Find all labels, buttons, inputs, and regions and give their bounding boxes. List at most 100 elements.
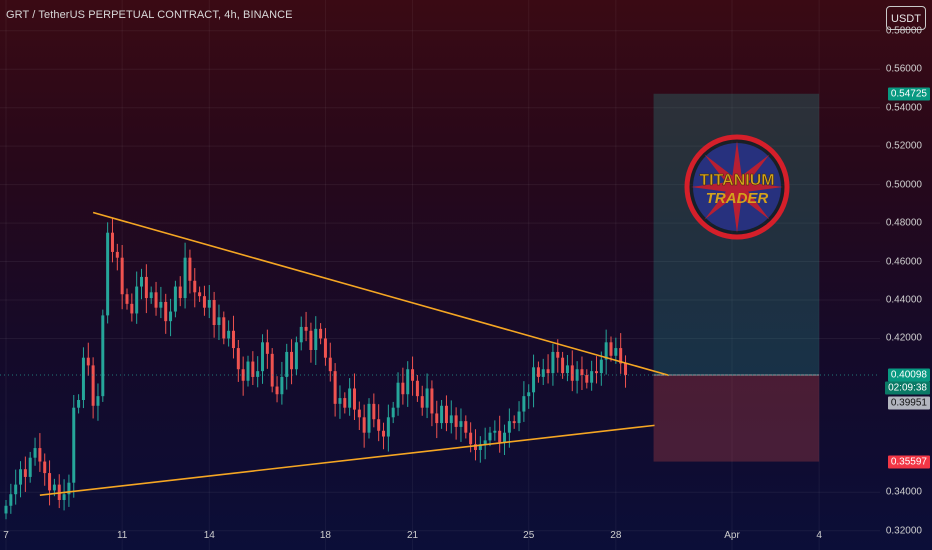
candle-body: [483, 440, 487, 445]
candle-body: [130, 303, 134, 314]
candle-body: [512, 421, 516, 424]
logo-text-trader: TRADER: [706, 190, 769, 207]
candle-body: [541, 369, 545, 377]
candle-body: [377, 419, 381, 431]
candle-body: [120, 257, 124, 295]
candle-body: [309, 330, 313, 350]
logo-text-titanium: TITANIUM: [699, 172, 774, 189]
candle-body: [33, 448, 37, 458]
price-axis-label: 0.34000: [885, 486, 922, 498]
candle-body: [609, 342, 613, 356]
candle-body: [551, 351, 555, 374]
candle-body: [352, 388, 356, 410]
candle-body: [304, 326, 308, 331]
candle-body: [415, 380, 419, 397]
price-axis-label: 0.44000: [885, 294, 922, 306]
candle-body: [498, 430, 502, 443]
candle-body: [561, 357, 565, 374]
candle-body: [382, 430, 386, 437]
candle-body: [77, 400, 81, 408]
candle-body: [91, 365, 95, 406]
candle-body: [106, 232, 110, 316]
currency-button[interactable]: USDT: [886, 6, 926, 30]
candle-body: [169, 311, 173, 322]
candle-body: [38, 448, 42, 462]
candle-body: [406, 369, 410, 395]
candle-body: [532, 367, 536, 393]
candle-body: [420, 396, 424, 408]
logo-star: [691, 141, 783, 233]
candle-body: [473, 444, 477, 450]
candle-body: [299, 326, 303, 343]
candle-body: [575, 369, 579, 381]
candle-body: [522, 396, 526, 412]
candle-body: [246, 361, 250, 381]
candle-body: [386, 417, 390, 437]
candle-body: [183, 257, 187, 299]
candle-body: [227, 330, 231, 339]
candle-body: [604, 342, 608, 360]
candle-body: [62, 494, 66, 500]
candle-body: [570, 365, 574, 381]
candle-body: [459, 421, 463, 427]
candle-body: [96, 396, 100, 406]
candle-body: [314, 328, 318, 350]
time-axis-label: 21: [406, 530, 419, 541]
candle-body: [159, 301, 163, 308]
price-axis-label: 0.50000: [885, 179, 922, 191]
candle-body: [231, 330, 235, 349]
candle-body: [72, 407, 76, 483]
time-axis-label: Apr: [724, 530, 740, 541]
candle-body: [207, 300, 211, 308]
candle-body: [396, 382, 400, 408]
target-price-tag: 0.54725: [887, 87, 930, 101]
candle-body: [599, 359, 603, 374]
time-axis-label: 14: [203, 530, 215, 541]
candle-body: [401, 382, 405, 395]
candle-body: [140, 276, 144, 287]
candle-body: [536, 367, 540, 377]
candle-body: [517, 411, 521, 424]
stop-zone: [653, 375, 820, 462]
candle-body: [178, 286, 182, 299]
candle-body: [52, 484, 56, 491]
candle-body: [164, 301, 168, 322]
candle-body: [343, 398, 347, 408]
candle-body: [590, 371, 594, 383]
candle-body: [357, 409, 361, 418]
time-axis-label: 7: [3, 530, 9, 541]
candle-body: [594, 371, 598, 374]
price-axis-label: 0.46000: [885, 256, 922, 268]
candle-body: [202, 296, 206, 308]
candle-body: [444, 405, 448, 424]
candle-body: [115, 251, 119, 258]
candle-body: [198, 292, 202, 297]
candle-body: [546, 369, 550, 374]
candle-body: [493, 430, 497, 433]
candle-body: [275, 386, 279, 395]
candle-body: [430, 388, 434, 414]
candle-body: [173, 286, 177, 312]
price-axis-label: 0.42000: [885, 332, 922, 344]
candle-body: [435, 413, 439, 424]
candle-body: [391, 407, 395, 418]
candle-body: [527, 392, 531, 397]
price-axis-label: 0.58000: [885, 25, 922, 37]
candle-body: [81, 357, 85, 400]
candle-body: [43, 461, 47, 474]
candle-body: [241, 369, 245, 381]
candle-body: [488, 432, 492, 441]
candle-body: [290, 351, 294, 370]
candle-body: [135, 286, 139, 314]
candle-body: [507, 421, 511, 433]
price-axis-label: 0.56000: [885, 63, 922, 75]
candle-body: [9, 494, 13, 506]
upper-trendline: [92, 211, 670, 377]
candle-body: [328, 357, 332, 372]
candle-body: [125, 294, 129, 304]
price-axis-label: 0.54000: [885, 102, 922, 114]
candle-body: [270, 353, 274, 387]
candle-body: [372, 403, 376, 420]
